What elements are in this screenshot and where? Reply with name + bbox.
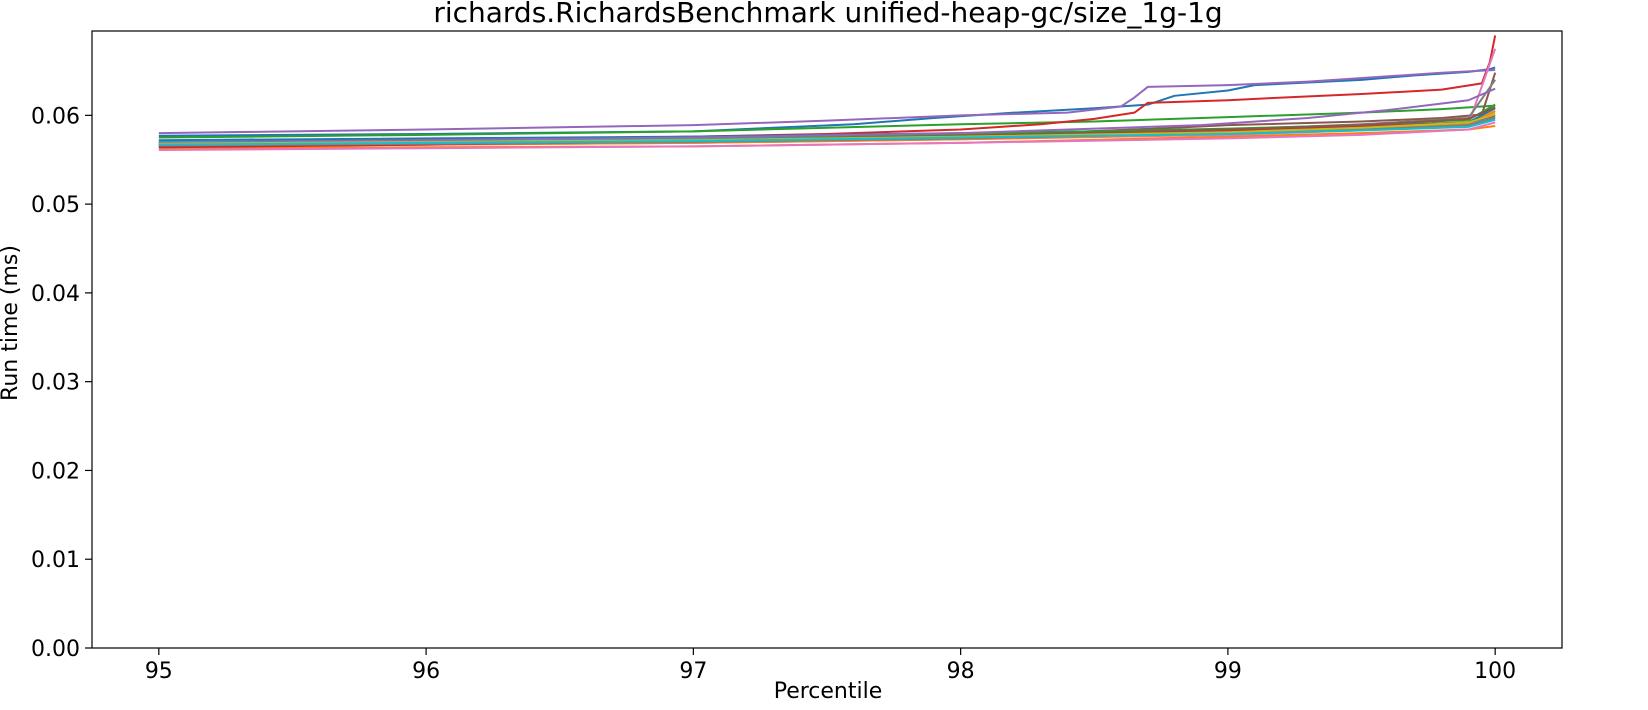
y-tick-label: 0.03 (31, 371, 80, 396)
series-line-1 (158, 66, 1496, 137)
series-line-15 (158, 87, 1496, 144)
x-axis-label: Percentile (774, 679, 883, 704)
y-tick-label: 0.02 (31, 459, 80, 484)
y-tick-label: 0.04 (31, 282, 80, 307)
series-line-17 (158, 121, 1496, 151)
y-tick-label: 0.06 (31, 104, 80, 129)
series-line-20 (158, 118, 1496, 146)
y-tick-label: 0.01 (31, 548, 80, 573)
series-line-3 (158, 104, 1496, 139)
series-line-5 (158, 69, 1496, 135)
series-layer (158, 35, 1497, 151)
y-axis-label: Run time (ms) (0, 245, 23, 401)
x-tick-label: 100 (1474, 659, 1516, 684)
x-tick-label: 99 (1214, 659, 1242, 684)
y-tick-label: 0.05 (31, 193, 80, 218)
y-tick-label: 0.00 (31, 637, 80, 662)
x-tick-label: 98 (947, 659, 975, 684)
plot-frame (91, 30, 1563, 649)
y-axis: 0.00 0.01 0.02 0.03 0.04 0.05 0.06 (31, 104, 92, 662)
x-tick-label: 96 (412, 659, 440, 684)
x-axis: 95 96 97 98 99 100 (145, 648, 1516, 684)
chart-title: richards.RichardsBenchmark unified-heap-… (433, 0, 1222, 29)
x-tick-label: 97 (679, 659, 707, 684)
x-tick-label: 95 (145, 659, 173, 684)
